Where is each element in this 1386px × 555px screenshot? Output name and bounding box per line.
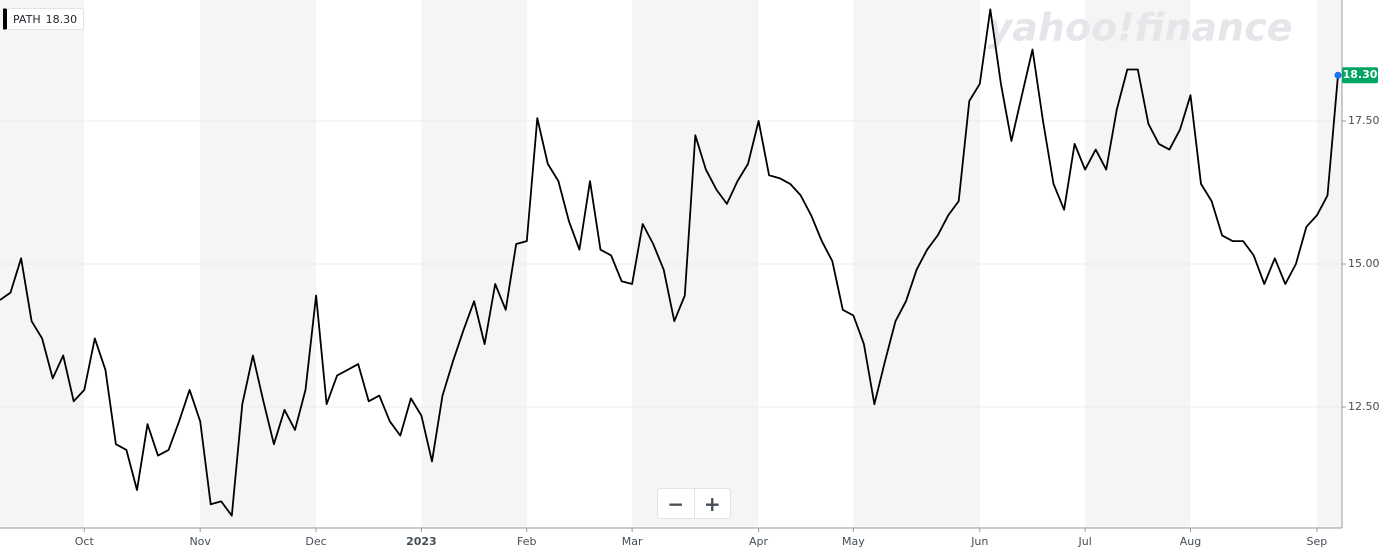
- legend-value: 18.30: [45, 12, 78, 26]
- zoom-out-button[interactable]: −: [667, 491, 685, 516]
- x-tick-label: Nov: [189, 535, 211, 548]
- y-tick-label: 15.00: [1348, 257, 1380, 270]
- value-label-box: [1342, 67, 1378, 84]
- zoom-controls: − +: [657, 488, 731, 519]
- zoom-in-button[interactable]: +: [693, 489, 731, 518]
- x-tick-label: 2023: [406, 535, 437, 548]
- x-tick-label: Jul: [1078, 535, 1092, 548]
- x-tick-label: Dec: [305, 535, 326, 548]
- value-label: 18.30: [1343, 68, 1378, 81]
- x-tick-label: Oct: [75, 535, 95, 548]
- x-tick-label: May: [842, 535, 865, 548]
- x-tick-label: Sep: [1307, 535, 1328, 548]
- price-line: [0, 8, 1339, 517]
- legend: PATH 18.30: [3, 8, 85, 30]
- y-tick-label: 12.50: [1348, 400, 1380, 413]
- legend-symbol: PATH: [13, 12, 41, 26]
- last-point: [1334, 71, 1342, 79]
- y-tick-label: 17.50: [1348, 114, 1380, 127]
- watermark: yahoo!finance: [988, 6, 1293, 50]
- x-tick-label: Mar: [622, 535, 643, 548]
- x-tick-label: Feb: [517, 535, 536, 548]
- x-tick-label: Aug: [1180, 535, 1201, 548]
- x-tick-label: Apr: [749, 535, 769, 548]
- x-tick-label: Jun: [970, 535, 988, 548]
